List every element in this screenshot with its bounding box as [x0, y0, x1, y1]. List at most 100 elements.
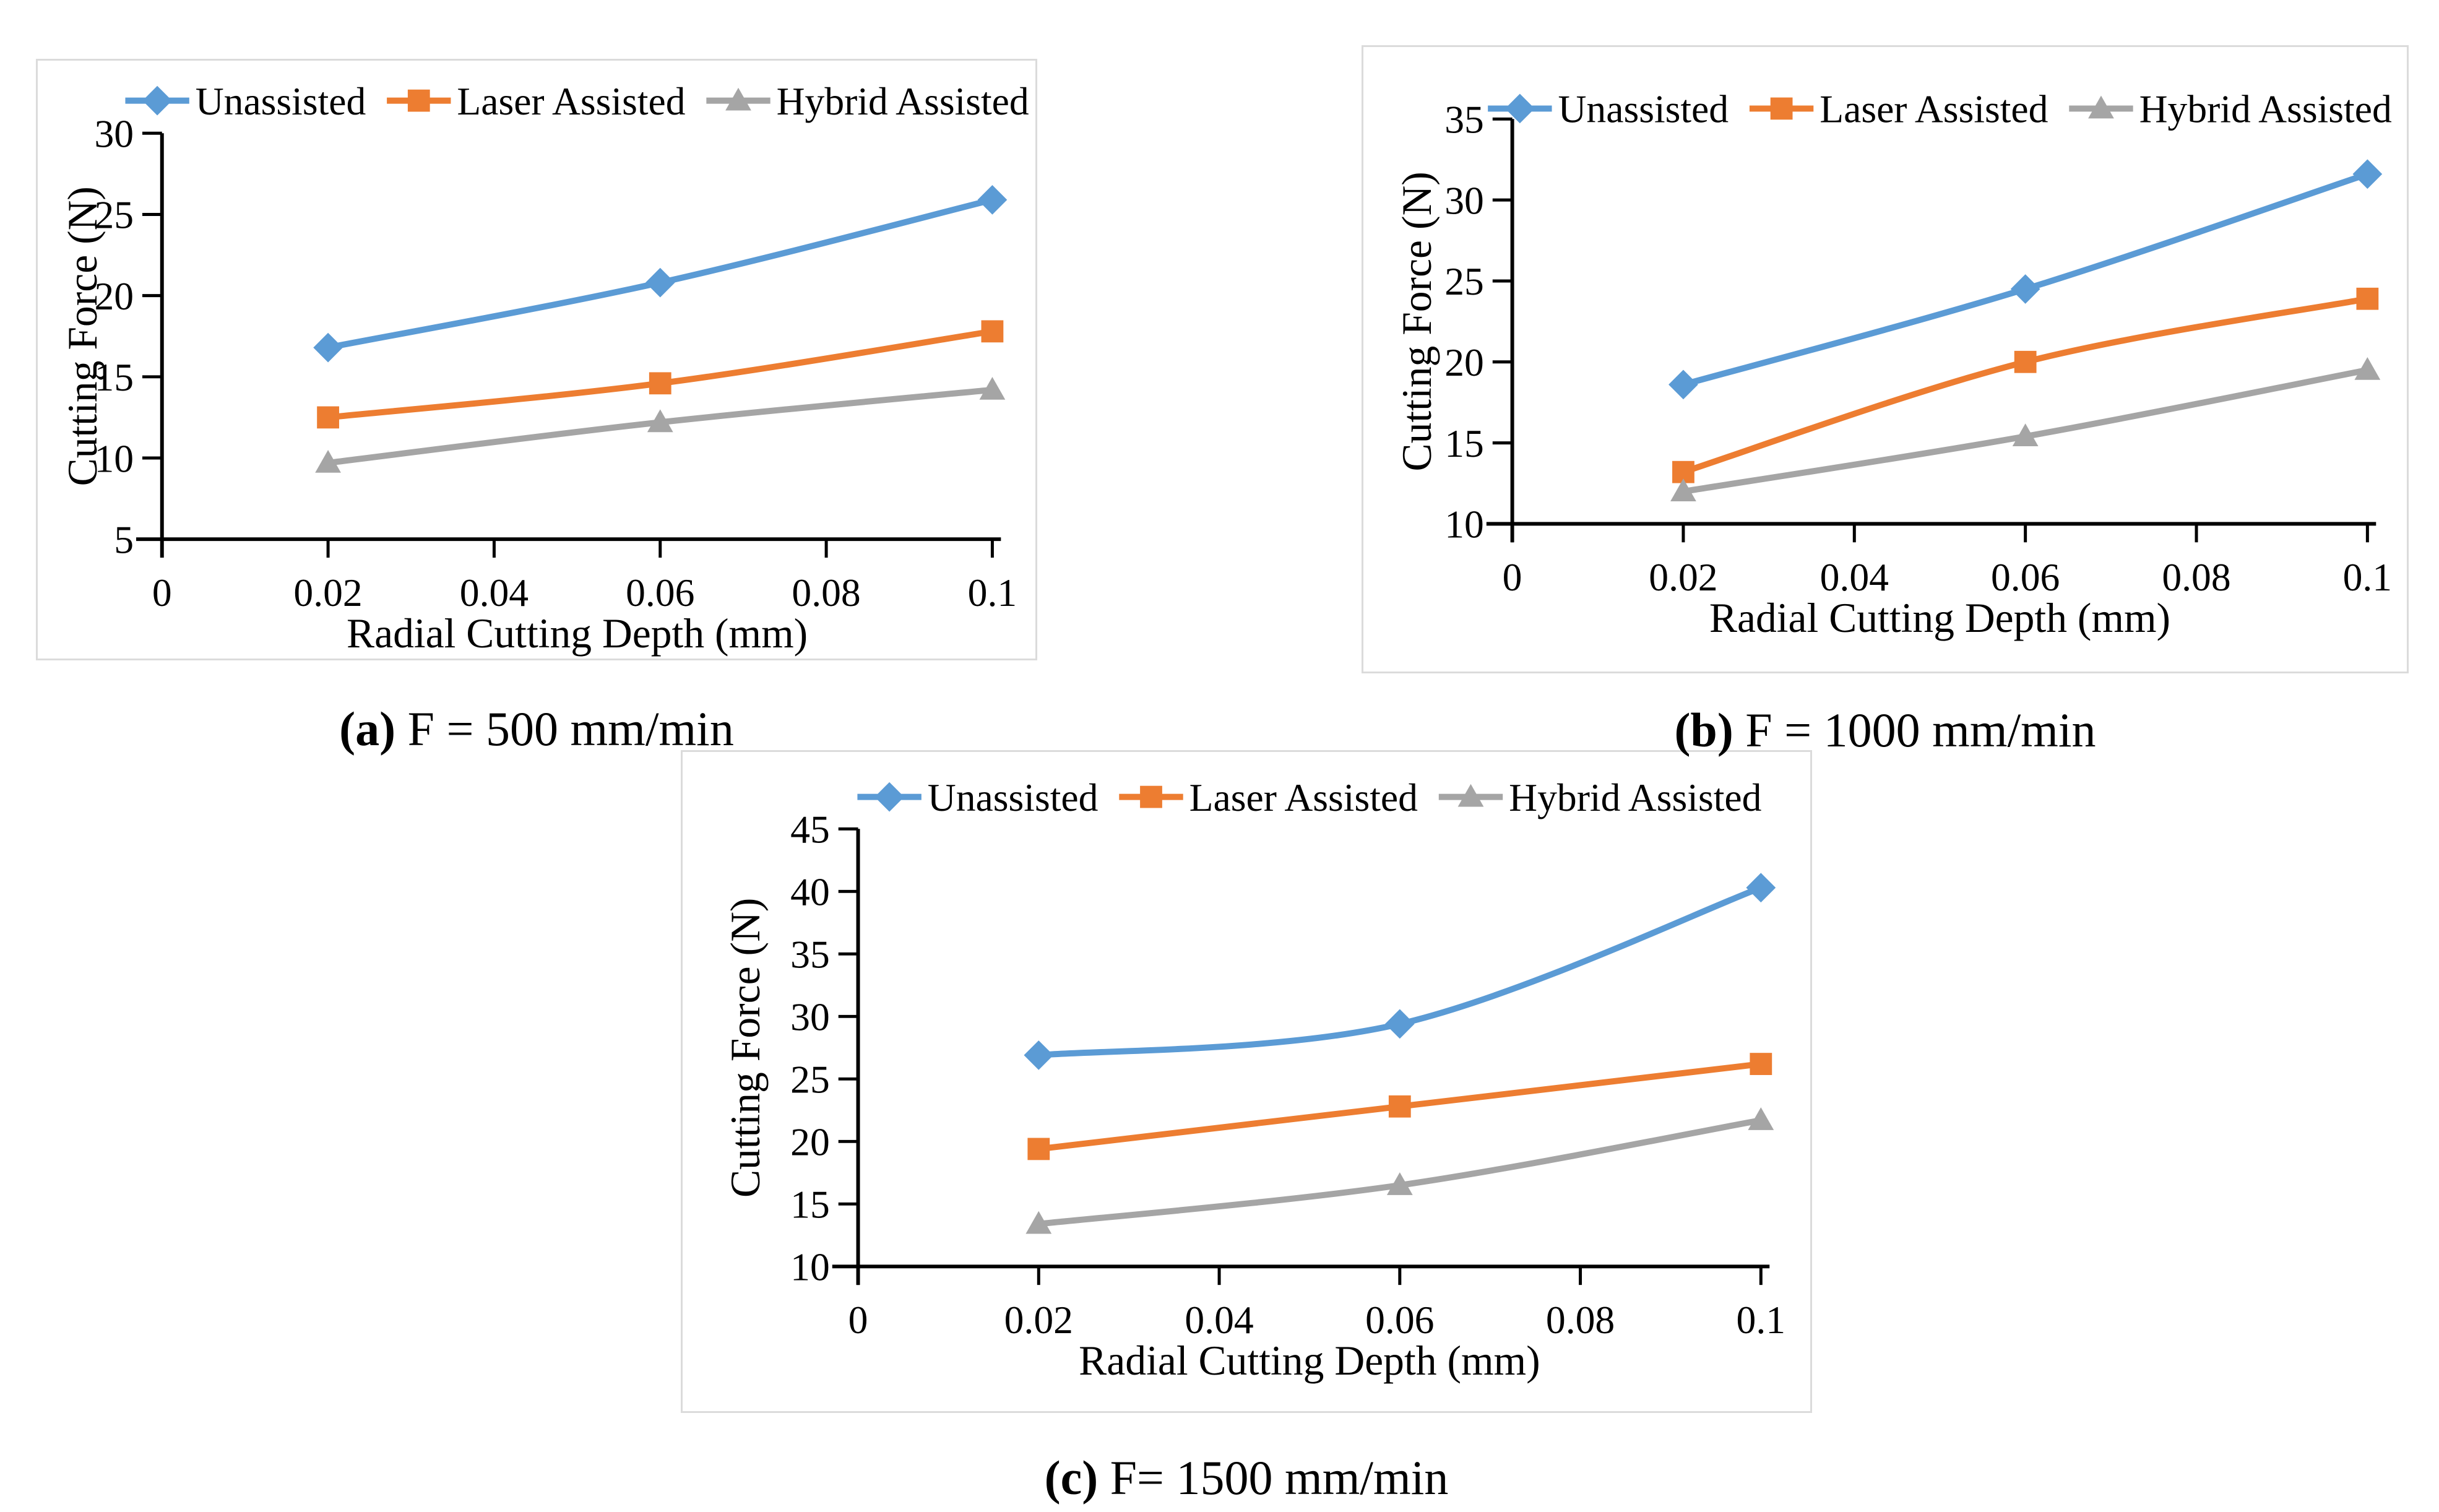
caption-b-label: (b) — [1674, 703, 1733, 757]
caption-c: (c) F= 1500 mm/min — [1045, 1450, 1449, 1506]
x-tick-label: 0.08 — [792, 571, 860, 615]
y-tick-label: 20 — [1444, 340, 1484, 384]
y-tick-label: 35 — [1444, 98, 1484, 142]
y-axis-title: Cutting Force (N) — [1394, 171, 1440, 471]
hybrid-assisted-triangle-marker — [647, 409, 673, 433]
legend-item-hybrid-assisted: Hybrid Assisted — [706, 79, 1029, 123]
chart-panel-c: 10 15 20 25 30 35 40 45 0 0.02 0.04 0.06 0.08 0.1 Radi… — [681, 750, 1812, 1413]
axes: 5 10 15 20 25 30 0 0.02 0.04 0.06 0.08 0.1 — [94, 112, 1017, 615]
x-tick-label: 0.1 — [1737, 1298, 1786, 1342]
laser-assisted-square-marker — [649, 372, 671, 395]
series-unassisted — [313, 184, 1008, 363]
hybrid-assisted-triangle-marker — [2012, 423, 2039, 447]
laser-assisted-square-marker — [2014, 350, 2037, 373]
x-tick-label: 0.08 — [1546, 1298, 1615, 1342]
y-tick-label: 30 — [790, 995, 830, 1039]
caption-c-text: F= 1500 mm/min — [1098, 1451, 1449, 1505]
legend-item-laser-assisted: Laser Assisted — [1749, 87, 2048, 131]
series-hybrid-assisted — [315, 376, 1006, 473]
unassisted-diamond-marker — [977, 184, 1008, 215]
hybrid-assisted-triangle-marker — [1386, 1172, 1413, 1195]
caption-b-text: F = 1000 mm/min — [1733, 703, 2096, 757]
legend: Unassisted Laser Assisted Hybrid Assisted — [125, 79, 1029, 123]
x-tick-label: 0 — [152, 571, 172, 615]
legend-unassisted-diamond-marker — [142, 85, 172, 116]
legend: Unassisted Laser Assisted Hybrid Assisted — [857, 775, 1762, 819]
legend-laser-assisted-square-marker — [407, 89, 430, 112]
legend-label-laser-assisted: Laser Assisted — [1820, 87, 2048, 131]
x-axis-title: Radial Cutting Depth (mm) — [347, 610, 808, 657]
unassisted-diamond-marker — [2352, 159, 2383, 189]
x-tick-label: 0.08 — [2162, 555, 2230, 599]
legend-label-laser-assisted: Laser Assisted — [457, 79, 685, 123]
x-axis-title: Radial Cutting Depth (mm) — [1709, 595, 2170, 641]
y-tick-label: 15 — [790, 1183, 830, 1227]
axes: 10 15 20 25 30 35 40 45 0 0.02 0.04 0.06 0.08 0.1 — [790, 808, 1785, 1342]
y-tick-label: 45 — [790, 808, 830, 852]
y-tick-label: 10 — [790, 1245, 830, 1289]
x-tick-label: 0.06 — [626, 571, 694, 615]
x-tick-label: 0 — [1503, 555, 1522, 599]
axes: 10 15 20 25 30 35 0 0.02 0.04 0.06 0.08 0.1 — [1444, 98, 2392, 600]
x-tick-label: 0.1 — [2343, 555, 2393, 599]
legend-label-unassisted: Unassisted — [1558, 87, 1729, 131]
laser-assisted-square-marker — [317, 406, 339, 429]
series-unassisted — [1024, 873, 1776, 1070]
y-axis-title: Cutting Force (N) — [722, 898, 769, 1198]
chart-panel-b: 10 15 20 25 30 35 0 0.02 0.04 0.06 0.08 0.1 Radial C… — [1362, 45, 2409, 673]
unassisted-diamond-marker — [313, 332, 343, 363]
y-tick-label: 20 — [94, 274, 134, 318]
series-laser-assisted — [1672, 287, 2379, 483]
legend-label-unassisted: Unassisted — [928, 775, 1099, 819]
y-tick-label: 25 — [790, 1058, 830, 1102]
legend-hybrid-assisted-triangle-marker — [1457, 784, 1484, 807]
hybrid-assisted-triangle-marker — [2354, 356, 2381, 380]
caption-a: (a) F = 500 mm/min — [339, 701, 734, 757]
x-tick-label: 0.04 — [1820, 555, 1889, 599]
x-tick-label: 0.06 — [1991, 555, 2060, 599]
legend: Unassisted Laser Assisted Hybrid Assisted — [1488, 87, 2392, 131]
y-tick-label: 10 — [1444, 503, 1484, 546]
hybrid-assisted-triangle-marker — [315, 450, 341, 473]
x-tick-label: 0 — [848, 1298, 868, 1342]
legend-label-hybrid-assisted: Hybrid Assisted — [2139, 87, 2392, 131]
y-tick-label: 15 — [94, 355, 134, 399]
legend-item-unassisted: Unassisted — [125, 79, 366, 123]
hybrid-assisted-triangle-marker — [979, 376, 1006, 400]
legend-laser-assisted-square-marker — [1770, 97, 1793, 120]
y-tick-label: 30 — [94, 112, 134, 156]
series-hybrid-assisted — [1025, 1107, 1774, 1234]
unassisted-diamond-marker — [2010, 274, 2040, 304]
x-tick-label: 0.04 — [1185, 1298, 1253, 1342]
legend-hybrid-assisted-triangle-marker — [725, 87, 751, 111]
chart-panel-a: 5 10 15 20 25 30 0 0.02 0.04 0.06 0.08 0.1 Radial Cu… — [36, 59, 1037, 660]
caption-a-text: F = 500 mm/min — [395, 702, 734, 756]
laser-assisted-square-marker — [1750, 1053, 1772, 1075]
legend-label-laser-assisted: Laser Assisted — [1189, 775, 1418, 819]
unassisted-diamond-marker — [1384, 1009, 1415, 1039]
series-laser-assisted — [317, 320, 1004, 429]
legend-unassisted-diamond-marker — [874, 782, 904, 812]
series-laser-assisted — [1027, 1053, 1772, 1160]
y-tick-label: 15 — [1444, 421, 1484, 465]
y-tick-label: 10 — [94, 436, 134, 480]
hybrid-assisted-triangle-marker — [1670, 478, 1696, 501]
x-tick-label: 0.04 — [460, 571, 529, 615]
unassisted-diamond-marker — [1668, 369, 1698, 400]
legend-item-unassisted: Unassisted — [1488, 87, 1729, 131]
x-tick-label: 0.02 — [293, 571, 362, 615]
legend-label-hybrid-assisted: Hybrid Assisted — [1509, 775, 1761, 819]
legend-item-hybrid-assisted: Hybrid Assisted — [2069, 87, 2392, 131]
y-tick-label: 40 — [790, 870, 830, 914]
y-axis-title: Cutting Force (N) — [59, 186, 106, 486]
caption-b: (b) F = 1000 mm/min — [1674, 702, 2096, 758]
legend-item-unassisted: Unassisted — [857, 775, 1099, 819]
x-tick-label: 0.02 — [1004, 1298, 1073, 1342]
series-hybrid-assisted — [1670, 356, 2381, 501]
y-tick-label: 30 — [1444, 178, 1484, 222]
hybrid-assisted-triangle-marker — [1025, 1211, 1052, 1234]
y-tick-label: 5 — [114, 517, 134, 561]
laser-assisted-square-marker — [1027, 1138, 1050, 1160]
hybrid-assisted-triangle-marker — [1748, 1107, 1774, 1130]
